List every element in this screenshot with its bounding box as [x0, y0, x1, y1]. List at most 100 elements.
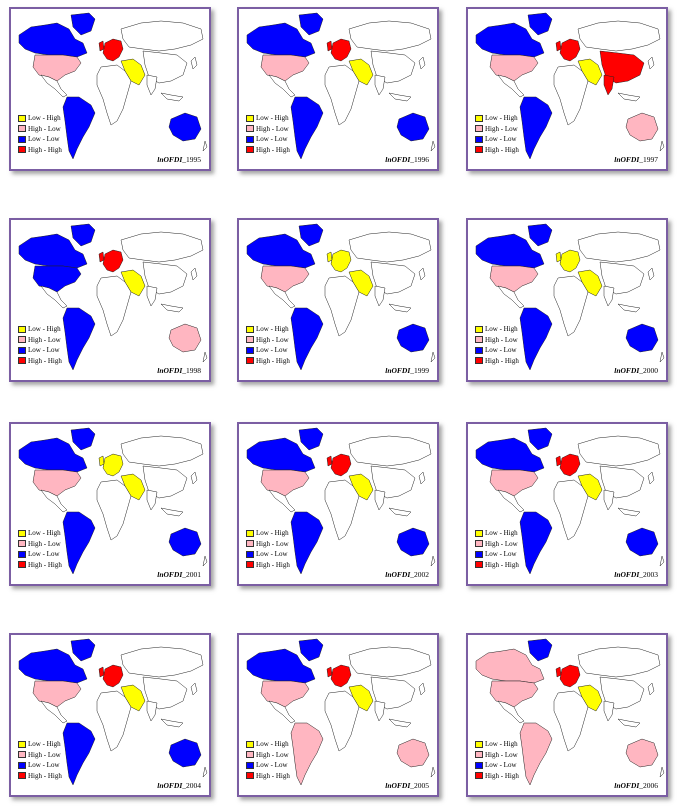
legend-item: High - Low — [18, 335, 62, 346]
legend-label: High - High — [28, 145, 62, 154]
south-america-region — [519, 96, 553, 160]
year-label: _2002 — [410, 570, 429, 579]
legend-swatch — [246, 325, 254, 333]
legend-swatch — [18, 346, 26, 354]
map-legend: Low - High High - Low Low - Low High - High — [18, 739, 62, 781]
japan — [647, 682, 655, 696]
canada-region — [18, 648, 88, 684]
variable-name: lnOFDI — [614, 570, 640, 579]
map-legend: Low - High High - Low Low - Low High - High — [246, 528, 290, 570]
legend-item: High - High — [246, 560, 290, 571]
greenland — [70, 12, 96, 36]
legend-item: Low - Low — [18, 760, 62, 771]
map-panel-1996: Low - High High - Low Low - Low High - High… — [237, 7, 439, 171]
legend-item: Low - High — [18, 324, 62, 335]
legend-swatch — [18, 114, 26, 122]
asia-region — [370, 50, 416, 84]
legend-swatch — [246, 146, 254, 154]
europe-region — [559, 249, 581, 273]
year-label: _1997 — [639, 155, 658, 164]
europe-region — [559, 453, 581, 477]
new-zealand — [202, 351, 208, 363]
australia-region — [396, 527, 430, 557]
legend-item: Low - Low — [246, 549, 290, 560]
central-america — [497, 700, 525, 724]
legend-label: High - High — [256, 771, 290, 780]
central-america — [497, 285, 525, 309]
legend-label: High - Low — [256, 335, 289, 344]
legend-swatch — [475, 357, 483, 365]
legend-item: Low - Low — [18, 345, 62, 356]
world-map — [246, 427, 436, 575]
map-legend: Low - High High - Low Low - Low High - High — [18, 113, 62, 155]
uk-region — [326, 455, 333, 467]
new-zealand — [202, 140, 208, 152]
legend-swatch — [246, 540, 254, 548]
map-panel-1998: Low - High High - Low Low - Low High - High… — [9, 218, 211, 382]
asia-region — [370, 676, 416, 710]
map-legend: Low - High High - Low Low - Low High - High — [246, 739, 290, 781]
new-zealand — [430, 555, 436, 567]
legend-item: High - High — [475, 560, 519, 571]
legend-label: Low - High — [485, 325, 518, 333]
legend-label: High - Low — [28, 539, 61, 548]
russia — [120, 435, 204, 467]
legend-swatch — [475, 325, 483, 333]
india-region — [374, 489, 386, 511]
south-america-region — [519, 722, 553, 786]
japan — [647, 56, 655, 70]
uk-region — [98, 455, 105, 467]
legend-swatch — [246, 114, 254, 122]
legend-label: Low - Low — [256, 346, 288, 354]
south-america-region — [62, 722, 96, 786]
map-panel-1995: Low - High High - Low Low - Low High - High… — [9, 7, 211, 171]
legend-label: High - Low — [485, 750, 518, 759]
world-map — [18, 638, 208, 786]
world-map — [475, 12, 665, 160]
japan — [190, 682, 198, 696]
asia-region — [370, 261, 416, 295]
legend-swatch — [18, 529, 26, 537]
map-panel-2002: Low - High High - Low Low - Low High - High… — [237, 422, 439, 586]
map-panel-1999: Low - High High - Low Low - Low High - High… — [237, 218, 439, 382]
legend-item: Low - Low — [475, 760, 519, 771]
usa-region — [32, 265, 82, 293]
variable-name: lnOFDI — [614, 366, 640, 375]
greenland — [70, 638, 96, 662]
legend-swatch — [246, 550, 254, 558]
india-region — [374, 285, 386, 307]
australia-region — [396, 323, 430, 353]
south-america-region — [290, 511, 324, 575]
legend-label: Low - High — [256, 529, 289, 537]
year-label: _2005 — [410, 781, 429, 790]
legend-label: High - Low — [256, 124, 289, 133]
legend-item: Low - High — [246, 528, 290, 539]
legend-label: Low - High — [28, 325, 61, 333]
legend-swatch — [246, 761, 254, 769]
canada-region — [246, 648, 316, 684]
europe-region — [559, 664, 581, 688]
europe-region — [102, 664, 124, 688]
australia-region — [396, 112, 430, 142]
legend-label: Low - Low — [256, 761, 288, 769]
world-map — [18, 427, 208, 575]
indonesia — [160, 718, 184, 728]
legend-label: High - High — [485, 560, 519, 569]
japan — [418, 471, 426, 485]
legend-swatch — [18, 751, 26, 759]
map-caption: lnOFDI_1999 — [385, 366, 429, 375]
legend-item: Low - High — [475, 113, 519, 124]
usa-region — [489, 469, 539, 497]
map-legend: Low - High High - Low Low - Low High - High — [475, 113, 519, 155]
south-america-region — [62, 511, 96, 575]
africa — [324, 690, 360, 752]
legend-item: Low - High — [246, 739, 290, 750]
usa-region — [260, 54, 310, 82]
legend-swatch — [18, 561, 26, 569]
central-america — [268, 74, 296, 98]
legend-item: High - High — [18, 771, 62, 782]
new-zealand — [430, 766, 436, 778]
legend-label: High - High — [28, 356, 62, 365]
world-map — [246, 638, 436, 786]
